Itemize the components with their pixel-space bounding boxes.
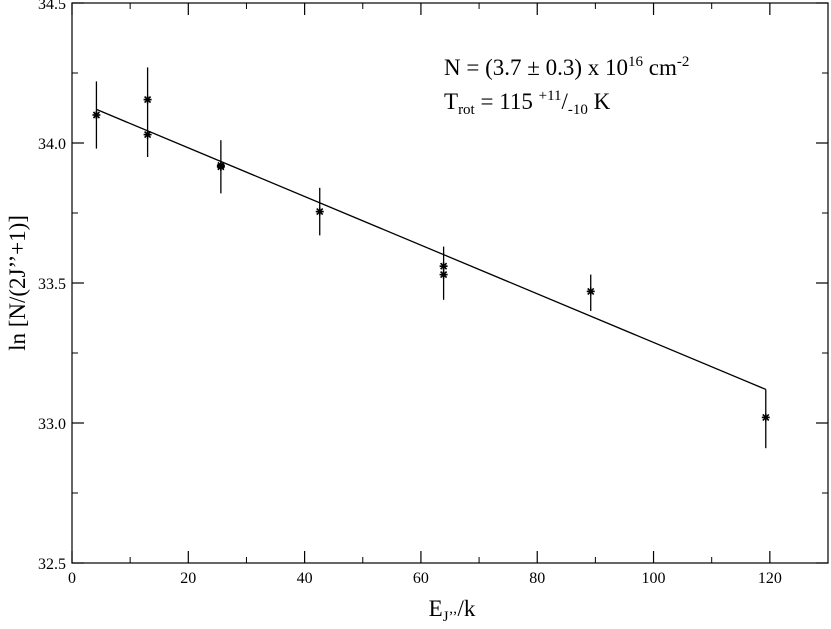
y-tick-label: 33.0 — [38, 416, 66, 433]
fit-line — [96, 108, 767, 390]
y-tick-label: 33.5 — [38, 276, 66, 293]
marker-stroke-d2 — [92, 111, 100, 119]
annotation-line1-tail: cm — [643, 55, 677, 80]
annotation-line2-mid: = 115 — [475, 89, 539, 114]
annotation-line2-tail: K — [588, 89, 611, 114]
x-axis-title-sub: J’’ — [443, 609, 458, 625]
x-tick-label: 20 — [180, 570, 196, 587]
annotation-line1-main: N = (3.7 ± 0.3) x 10 — [444, 55, 628, 80]
x-tick-label: 120 — [758, 570, 782, 587]
data-point — [315, 207, 324, 216]
data-point — [216, 162, 225, 171]
annotation-line1-sup2: -2 — [677, 54, 690, 70]
annotation-line2-main: T — [444, 89, 458, 114]
marker-stroke-d2 — [144, 131, 152, 139]
y-tick-label: 34.5 — [38, 0, 66, 13]
y-tick-label: 32.5 — [38, 556, 66, 573]
data-point — [439, 270, 448, 279]
data-point — [586, 287, 595, 296]
data-point — [92, 111, 101, 119]
x-axis-title-main: E — [429, 596, 443, 621]
y-axis-title: ln [N/(2J’’+1)] — [5, 215, 30, 351]
marker-stroke-d2 — [587, 287, 595, 295]
x-tick-label: 60 — [413, 570, 429, 587]
marker-stroke-d2 — [762, 413, 770, 421]
annotation-rotational-temperature: Trot = 115 +11/-10 K — [444, 88, 611, 118]
x-axis-title-tail: /k — [457, 596, 475, 621]
marker-stroke-d2 — [144, 96, 152, 104]
x-tick-label: 40 — [297, 570, 313, 587]
annotation-line2-sup: +11 — [539, 88, 562, 104]
data-point — [761, 413, 770, 422]
plot-frame — [71, 2, 829, 564]
annotation-line2-slash: / — [562, 89, 569, 114]
x-tick-label: 100 — [642, 570, 666, 587]
annotation-line2-sub: rot — [458, 102, 475, 118]
marker-stroke-d2 — [440, 262, 448, 270]
x-tick-label: 0 — [68, 570, 76, 587]
points-layer — [92, 67, 770, 449]
annotation-line2-sub2: -10 — [568, 102, 588, 118]
y-tick-label: 34.0 — [38, 136, 66, 153]
fit-layer — [96, 108, 767, 390]
x-tick-label: 80 — [529, 570, 545, 587]
data-point — [143, 95, 152, 104]
marker-stroke-d2 — [440, 271, 448, 279]
annotation-column-density: N = (3.7 ± 0.3) x 1016 cm-2 — [444, 54, 689, 80]
data-point — [439, 262, 448, 271]
marker-stroke-d2 — [217, 163, 225, 171]
annotation-line1-sup: 16 — [628, 54, 644, 70]
data-point — [143, 130, 152, 139]
marker-stroke-d2 — [316, 208, 324, 216]
x-axis-title: EJ’’/k — [429, 596, 476, 625]
ticks-layer: 0 20 40 60 80 100 120 32.5 33.0 33.5 34.0 34.5 — [38, 0, 829, 587]
